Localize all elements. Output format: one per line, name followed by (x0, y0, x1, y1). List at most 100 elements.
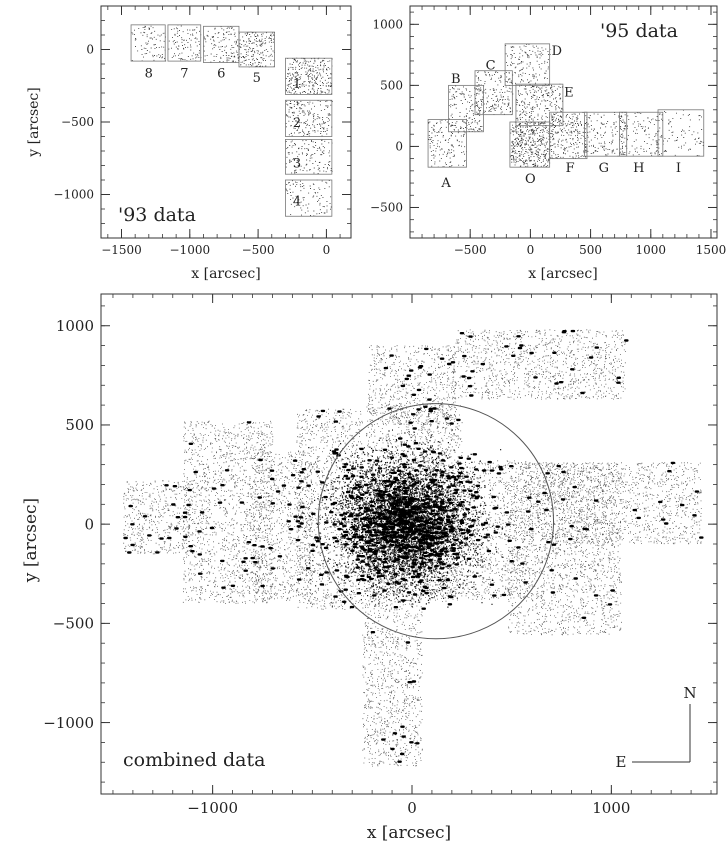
field-box (285, 57, 333, 95)
y-tick-label: −1000 (43, 714, 94, 732)
field-star-points (285, 139, 333, 175)
reference-circle (317, 403, 555, 640)
y-tick-label: 0 (395, 140, 403, 154)
star-points-95 (428, 43, 704, 168)
plot-frame-combined (100, 293, 718, 795)
field-star-points (203, 26, 240, 63)
y-tick-label: −500 (53, 615, 94, 633)
field-star-points (168, 24, 202, 62)
star-points-93 (131, 24, 333, 217)
field-label: 3 (293, 157, 301, 172)
field-boxes-95: A B C D E O F G H I (427, 43, 705, 191)
field-label: I (676, 161, 681, 176)
y-tick-label: 1000 (56, 317, 94, 335)
y-tick-label: 500 (65, 416, 94, 434)
ticks-combined: −1000 0 1000 −1000 −500 0 500 1000 (43, 294, 717, 817)
field-star-points (516, 83, 564, 126)
field-box (515, 83, 564, 127)
field-box (130, 24, 166, 62)
field-label: 2 (293, 116, 301, 131)
x-tick-label: 0 (323, 243, 331, 257)
y-tick-label: −1000 (53, 188, 94, 202)
field-label: 5 (253, 71, 261, 86)
x-tick-label: −500 (242, 243, 275, 257)
field-star-points (510, 121, 551, 168)
field-box (427, 119, 467, 168)
x-axis-label-93: x [arcsec] (191, 266, 260, 282)
y-tick-label: −500 (370, 201, 403, 215)
compass: N E (616, 684, 697, 771)
field-label: F (566, 161, 575, 176)
field-box (285, 138, 333, 175)
field-label: C (486, 59, 496, 74)
field-label: B (451, 72, 461, 87)
field-box (584, 111, 628, 157)
field-label: 6 (217, 67, 225, 82)
field-star-points (658, 109, 704, 157)
ticks-95: −500 0 500 1000 1500 −500 0 500 1000 (370, 6, 726, 257)
field-star-points (428, 119, 468, 168)
field-label: 7 (180, 67, 188, 82)
field-box (657, 109, 705, 157)
field-label: G (599, 161, 609, 176)
field-box (285, 179, 333, 217)
field-star-points (549, 112, 588, 160)
ticks-93: −1500 −1000 −500 0 −1000 −500 0 (53, 5, 351, 257)
field-box (549, 111, 588, 160)
panel-title-95: '95 data (600, 20, 678, 42)
bright-star-points (123, 329, 704, 763)
field-label: O (525, 172, 536, 187)
field-label: 4 (293, 194, 301, 209)
x-axis-label-combined: x [arcsec] (367, 823, 451, 843)
field-box (167, 24, 202, 62)
x-tick-label: 0 (527, 243, 535, 257)
y-axis-label-93: y [arcsec] (26, 87, 42, 157)
field-box (619, 111, 664, 157)
x-tick-label: 500 (579, 243, 602, 257)
field-label: 8 (145, 67, 153, 82)
x-tick-label: 0 (407, 799, 417, 817)
panel-combined: −1000 0 1000 −1000 −500 0 500 1000 combined dat… (21, 293, 718, 843)
field-star-points (239, 31, 275, 68)
x-tick-label: −1000 (187, 799, 238, 817)
x-tick-label: 1000 (592, 799, 630, 817)
y-tick-label: −500 (61, 115, 94, 129)
x-tick-label: 1500 (696, 243, 727, 257)
field-star-points (285, 100, 333, 137)
field-box (504, 43, 551, 86)
field-star-points (505, 43, 551, 86)
field-box (448, 84, 484, 133)
x-tick-label: −1500 (101, 243, 142, 257)
x-tick-label: −500 (454, 243, 487, 257)
field-star-points (620, 112, 664, 156)
field-star-points (448, 85, 485, 133)
compass-north-label: N (683, 684, 696, 702)
y-tick-label: 0 (86, 43, 94, 57)
field-label: E (564, 85, 574, 100)
field-label: H (633, 161, 644, 176)
field-box (474, 70, 513, 116)
y-tick-label: 1000 (372, 18, 403, 32)
field-star-points (131, 25, 167, 62)
field-label: D (552, 44, 562, 59)
field-star-points (584, 112, 628, 157)
field-box (285, 99, 333, 137)
field-box (238, 31, 275, 68)
x-axis-label-95: x [arcsec] (528, 266, 597, 282)
field-label: A (440, 176, 451, 191)
star-points-combined (123, 329, 704, 767)
y-tick-label: 500 (380, 79, 403, 93)
field-boxes-93: 8 7 6 5 1 2 3 4 (130, 24, 333, 217)
panel-93: 8 7 6 5 1 2 3 4 −1500 −1000 −500 0 −1000 −500 0 '93 d… (26, 5, 352, 282)
field-label: 1 (293, 77, 301, 92)
x-tick-label: 1000 (636, 243, 667, 257)
x-tick-label: −1000 (170, 243, 211, 257)
compass-east-label: E (616, 753, 627, 771)
y-axis-label-combined: y [arcsec] (21, 498, 41, 583)
field-star-points (475, 70, 514, 116)
y-tick-label: 0 (84, 515, 94, 533)
panel-title-combined: combined data (123, 749, 265, 771)
panel-title-93: '93 data (118, 204, 196, 226)
